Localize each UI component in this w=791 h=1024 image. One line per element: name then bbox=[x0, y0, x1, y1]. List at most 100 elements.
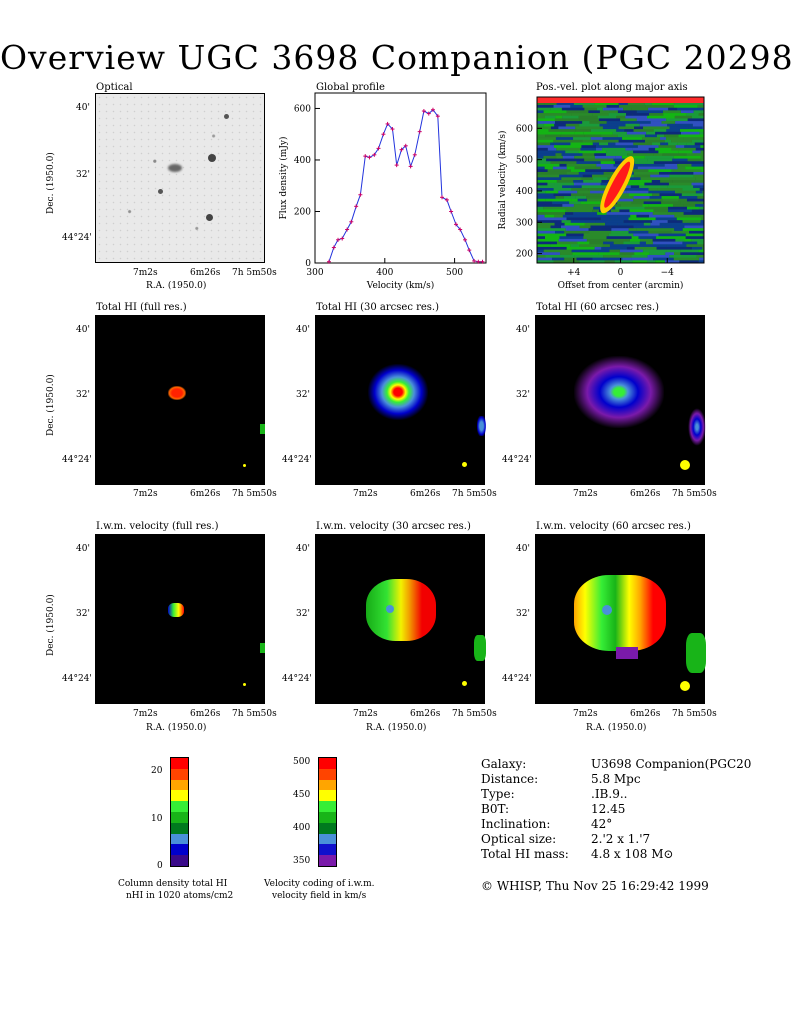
vel-60-emission bbox=[574, 575, 666, 651]
pv-noise-cell bbox=[563, 196, 576, 200]
pv-noise-cell bbox=[537, 217, 567, 221]
pv-noise-cell bbox=[677, 163, 692, 167]
pv-noise-cell bbox=[589, 230, 612, 234]
pv-noise-cell bbox=[597, 115, 617, 119]
data-point bbox=[354, 204, 359, 209]
pv-noise-cell bbox=[666, 244, 676, 248]
ra-tick-2-r2: 6m26s bbox=[190, 489, 221, 499]
data-point bbox=[358, 192, 363, 197]
pv-noise-cell bbox=[669, 126, 689, 130]
pv-noise-cell bbox=[644, 102, 652, 106]
pv-noise-cell bbox=[669, 177, 696, 181]
pv-noise-cell bbox=[683, 137, 704, 141]
pv-noise-cell bbox=[617, 201, 632, 205]
pv-noise-cell bbox=[586, 238, 607, 242]
pv-noise-cell bbox=[632, 113, 650, 117]
pv-noise-cell bbox=[645, 139, 665, 143]
colorbar-segment bbox=[171, 768, 188, 780]
pv-noise-cell bbox=[661, 201, 681, 205]
pv-noise-cell bbox=[631, 257, 653, 261]
pv-noise-cell bbox=[562, 204, 574, 208]
pv-noise-cell bbox=[595, 220, 624, 224]
pv-noise-cell bbox=[537, 230, 555, 234]
pv-noise-cell bbox=[667, 185, 694, 189]
pv-noise-cell bbox=[537, 118, 555, 122]
hi-full-title: Total HI (full res.) bbox=[96, 302, 187, 313]
pv-noise-cell bbox=[582, 153, 595, 157]
pv-noise-cell bbox=[591, 249, 610, 253]
pv-noise-cell bbox=[620, 204, 643, 208]
info-key: Distance: bbox=[481, 772, 539, 786]
ra-tick-3-r3b: 7h 5m50s bbox=[452, 709, 497, 719]
pv-noise-cell bbox=[691, 139, 704, 143]
beam-marker bbox=[462, 462, 467, 467]
cb1-caption-2: nHI in 1020 atoms/cm2 bbox=[126, 891, 234, 901]
ra-tick-1-r3c: 7m2s bbox=[573, 709, 598, 719]
pv-noise-cell bbox=[645, 241, 653, 245]
pv-noise-cell bbox=[679, 161, 704, 165]
pv-noise-cell bbox=[588, 228, 612, 232]
pv-noise-cell bbox=[661, 121, 676, 125]
pv-noise-cell bbox=[669, 254, 697, 258]
vel-60-core bbox=[602, 605, 612, 615]
pv-noise-cell bbox=[671, 147, 696, 151]
beam-marker bbox=[680, 681, 690, 691]
pv-noise-cell bbox=[636, 110, 664, 114]
data-point bbox=[403, 143, 408, 148]
pv-noise-cell bbox=[648, 204, 674, 208]
pv-noise-cell bbox=[691, 182, 704, 186]
pv-noise-cell bbox=[573, 180, 584, 183]
vel-full-edge-source bbox=[260, 643, 265, 653]
pv-noise-cell bbox=[659, 193, 682, 197]
dec-axis-label-r3: Dec. (1950.0) bbox=[46, 594, 56, 656]
pv-noise-cell bbox=[655, 147, 672, 151]
pv-noise-cell bbox=[594, 246, 602, 250]
pv-noise-cell bbox=[651, 102, 675, 106]
pv-noise-cell bbox=[562, 185, 582, 189]
pv-noise-cell bbox=[621, 155, 645, 159]
pv-noise-cell bbox=[620, 118, 637, 122]
pv-noise-cell bbox=[556, 102, 574, 106]
dec-tick-32-r2c: 32' bbox=[516, 390, 530, 400]
pv-noise-cell bbox=[571, 113, 593, 117]
data-point bbox=[385, 121, 390, 126]
pv-noise-cell bbox=[633, 129, 654, 133]
dec-tick-24-r3c: 44°24' bbox=[502, 674, 532, 684]
pv-noise-cell bbox=[571, 198, 578, 202]
data-point bbox=[390, 127, 395, 132]
pv-noise-cell bbox=[584, 158, 614, 162]
pv-noise-cell bbox=[650, 174, 670, 178]
pv-noise-cell bbox=[537, 204, 563, 208]
pv-noise-cell bbox=[566, 166, 575, 170]
pv-noise-cell bbox=[537, 131, 562, 135]
pv-noise-cell bbox=[537, 198, 546, 202]
vel-30-edge-source bbox=[474, 635, 486, 661]
pv-noise-cell bbox=[644, 134, 657, 138]
star-4 bbox=[224, 114, 229, 119]
pv-emission-core bbox=[604, 161, 631, 208]
pv-noise-cell bbox=[545, 177, 562, 181]
pv-top-band bbox=[537, 97, 704, 103]
hi-30-title: Total HI (30 arcsec res.) bbox=[316, 302, 440, 313]
profile-panel-title: Global profile bbox=[316, 82, 385, 93]
data-point bbox=[336, 237, 341, 242]
pv-noise-cell bbox=[566, 246, 595, 250]
pv-noise-cell bbox=[574, 131, 584, 135]
pv-noise-cell bbox=[564, 257, 577, 261]
ra-axis-label-r3c: R.A. (1950.0) bbox=[586, 723, 647, 733]
pv-noise-cell bbox=[663, 113, 687, 117]
ra-tick-2-r2b: 6m26s bbox=[410, 489, 441, 499]
global-profile-chart: 0 200 400 600 300 400 500 Velocity (km/s) Flux d… bbox=[278, 92, 487, 291]
pv-noise-cell bbox=[574, 155, 595, 159]
pv-noise-cell bbox=[692, 150, 701, 154]
pv-noise-cell bbox=[695, 204, 703, 208]
pv-noise-cell bbox=[570, 105, 583, 109]
pv-noise-cell bbox=[633, 225, 663, 229]
pv-noise-cell bbox=[636, 228, 647, 232]
pv-noise-cell bbox=[632, 260, 648, 264]
pv-noise-cell bbox=[702, 204, 704, 208]
pv-noise-cell bbox=[577, 241, 590, 245]
pv-noise-cell bbox=[653, 161, 680, 165]
pv-noise-cell bbox=[646, 228, 675, 232]
pv-noise-cell bbox=[669, 174, 694, 178]
